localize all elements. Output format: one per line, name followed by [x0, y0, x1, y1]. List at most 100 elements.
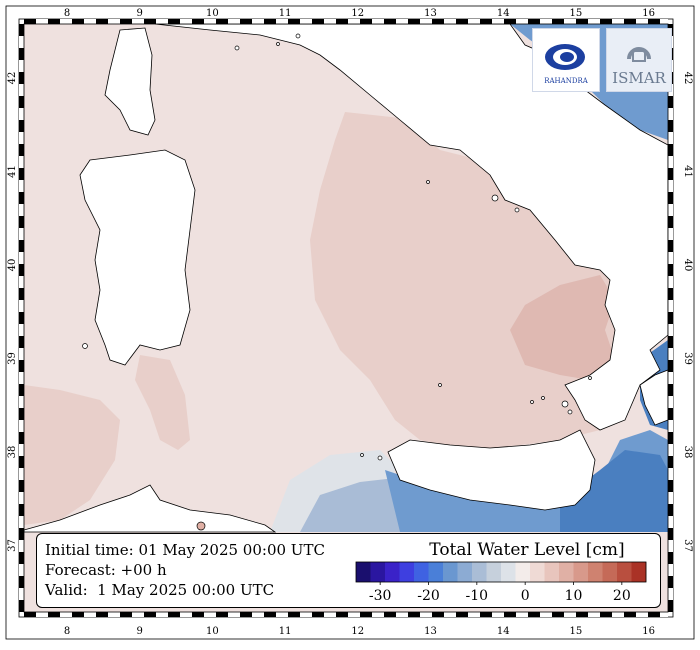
lon-label-top: 16 — [642, 8, 655, 19]
frame-segment — [668, 156, 673, 168]
frame-segment — [276, 19, 288, 24]
inner-frame — [23, 23, 669, 613]
frame-segment — [252, 19, 264, 24]
lat-label-right: 40 — [682, 259, 693, 272]
colorbar-swatch — [501, 562, 516, 582]
frame-segment — [540, 612, 552, 617]
frame-segment — [19, 480, 24, 492]
frame-segment — [668, 300, 673, 312]
frame-segment — [19, 132, 24, 144]
frame-segment — [668, 288, 673, 300]
frame-segment — [24, 19, 36, 24]
frame-segment — [19, 216, 24, 228]
ramandra-logo: RAHANDRA — [532, 28, 600, 92]
frame-segment — [668, 348, 673, 360]
frame-segment — [516, 19, 528, 24]
frame-segment — [84, 612, 96, 617]
frame-segment — [168, 19, 180, 24]
frame-segment — [636, 19, 648, 24]
colorbar-swatch — [457, 562, 473, 582]
elevated-water-core — [510, 275, 615, 380]
frame-segment — [660, 19, 668, 24]
frame-segment — [120, 612, 132, 617]
frame-segment — [19, 420, 24, 432]
frame-segment — [120, 19, 132, 24]
frame-segment — [264, 612, 276, 617]
frame-segment — [19, 264, 24, 276]
frame-segment — [19, 84, 24, 96]
frame-segment — [668, 108, 673, 120]
lon-label-bottom: 16 — [642, 626, 655, 637]
frame-segment — [72, 19, 84, 24]
frame-segment — [132, 19, 144, 24]
frame-segment — [60, 612, 72, 617]
frame-segment — [19, 372, 24, 384]
lon-label-bottom: 12 — [351, 626, 364, 637]
frame-segment — [624, 612, 636, 617]
frame-segment — [19, 228, 24, 240]
colorbar-swatch — [573, 562, 589, 582]
frame-segment — [564, 19, 576, 24]
frame-segment — [372, 19, 384, 24]
frame-segment — [19, 516, 24, 528]
elevated-water-southwest — [24, 385, 120, 525]
frame-segment — [668, 468, 673, 480]
frame-segment — [24, 612, 36, 617]
frame-segment — [456, 612, 468, 617]
frame-segment — [668, 540, 673, 552]
frame-segment — [72, 612, 84, 617]
frame-segment — [288, 612, 300, 617]
colorbar-swatch — [472, 562, 487, 582]
frame-segment — [612, 19, 624, 24]
frame-segment — [516, 612, 528, 617]
frame-segment — [336, 19, 348, 24]
frame-segment — [668, 120, 673, 132]
frame-segment — [588, 19, 600, 24]
frame-segment — [444, 19, 456, 24]
frame-segment — [668, 492, 673, 504]
lat-label-right: 38 — [682, 446, 693, 459]
frame-segment — [668, 144, 673, 156]
frame-segment — [492, 612, 504, 617]
frame-segment — [19, 564, 24, 576]
frame-segment — [360, 612, 372, 617]
colorbar-swatch — [530, 562, 545, 582]
frame-segment — [19, 168, 24, 180]
frame-segment — [668, 504, 673, 516]
colorbar-swatch — [559, 562, 574, 582]
frame-segment — [19, 72, 24, 84]
frame-segment — [204, 19, 216, 24]
frame-segment — [600, 612, 612, 617]
lat-label-right: 39 — [682, 352, 693, 365]
colorbar-tick-label: 0 — [521, 588, 530, 604]
ismar-logo-icon: ISMAR — [607, 29, 671, 91]
frame-segment — [19, 360, 24, 372]
frame-segment — [372, 612, 384, 617]
frame-segment — [668, 252, 673, 264]
frame-segment — [19, 24, 24, 36]
colorbar-tick-label: 10 — [565, 588, 583, 604]
ismar-logo-text: ISMAR — [612, 69, 666, 87]
africa-coast — [23, 484, 277, 533]
outer-border — [5, 5, 695, 640]
frame-segment — [180, 19, 192, 24]
frame-segment — [668, 564, 673, 576]
valid-time-label: Valid: 1 May 2025 00:00 UTC — [45, 581, 275, 599]
frame-segment — [552, 612, 564, 617]
frame-segment — [668, 192, 673, 204]
coordinate-labels: 8 8 9 9 10 10 11 11 12 12 13 13 14 14 15 15 16 16 42 42 41 41… — [7, 8, 693, 637]
frame-segment — [336, 612, 348, 617]
frame-segment — [396, 612, 408, 617]
frame-segment — [204, 612, 216, 617]
colorbar-tick-label: -30 — [369, 588, 392, 604]
lat-label-right: 42 — [682, 72, 693, 85]
frame-segment — [84, 19, 96, 24]
frame-segment — [668, 480, 673, 492]
frame-segment — [668, 228, 673, 240]
frame-segment — [168, 612, 180, 617]
frame-segment — [19, 456, 24, 468]
colorbar-swatch — [428, 562, 444, 582]
lon-label-top: 10 — [206, 8, 219, 19]
frame-segment — [668, 552, 673, 564]
frame-segment — [420, 612, 432, 617]
